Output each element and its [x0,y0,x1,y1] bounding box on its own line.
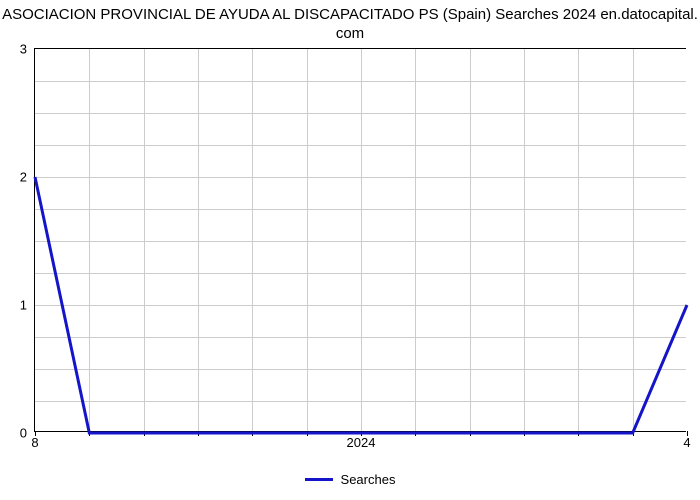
legend-label: Searches [341,472,396,487]
series-line [35,49,687,433]
y-tick-label: 3 [20,42,35,57]
y-tick-label: 2 [20,170,35,185]
x-label-right: 4 [683,431,690,450]
legend: Searches [0,468,700,487]
x-label-left: 8 [31,431,38,450]
plot-area: 0123820244 [34,48,686,432]
chart-title-line2: com [336,25,364,42]
y-tick-label: 1 [20,298,35,313]
chart-container: ASOCIACION PROVINCIAL DE AYUDA AL DISCAP… [0,0,700,500]
legend-swatch [305,478,333,481]
chart-title-line1: ASOCIACION PROVINCIAL DE AYUDA AL DISCAP… [2,6,698,23]
chart-title: ASOCIACION PROVINCIAL DE AYUDA AL DISCAP… [0,6,700,44]
legend-item-searches: Searches [305,472,396,487]
